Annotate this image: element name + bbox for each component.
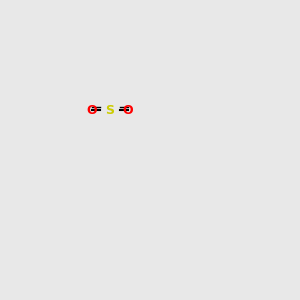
Text: O: O [87,103,97,116]
Text: S: S [106,103,115,116]
Text: O: O [123,103,133,116]
